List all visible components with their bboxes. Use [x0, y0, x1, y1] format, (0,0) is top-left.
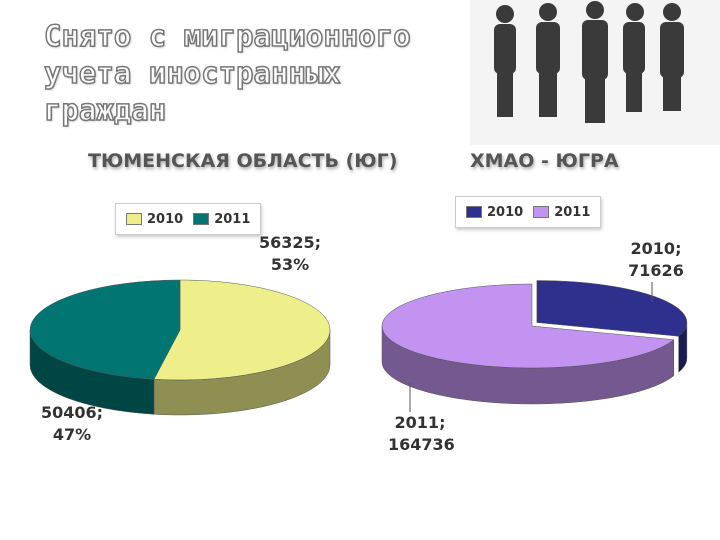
people-decoration [470, 0, 720, 145]
legend: 2010 2011 [115, 203, 262, 235]
legend-item: 2011 [193, 212, 250, 227]
pie-slice [29, 279, 181, 380]
pie-slice [153, 279, 331, 381]
legend-label: 2011 [214, 211, 251, 227]
legend-item: 2010 [126, 212, 183, 227]
chart-title: ТЮМЕНСКАЯ ОБЛАСТЬ (ЮГ) [88, 150, 398, 172]
legend-swatch [193, 213, 210, 225]
legend-item: 2010 [466, 205, 523, 220]
data-label: 2011; 164736 [388, 413, 455, 454]
legend-label: 2010 [487, 204, 524, 220]
pie-slice [381, 283, 675, 369]
legend-swatch [466, 206, 482, 218]
legend-item: 2011 [533, 205, 590, 220]
legend-label: 2010 [147, 211, 184, 227]
legend: 2010 2011 [455, 196, 602, 228]
data-label: 50406; 47% [40, 403, 104, 444]
chart-title: ХМАО - ЮГРА [470, 150, 619, 172]
legend-swatch [126, 213, 142, 225]
slide-title: Снято с миграционного учета иностранных … [43, 18, 411, 128]
legend-label: 2011 [554, 204, 591, 220]
data-label: 56325; 53% [258, 233, 322, 274]
data-label: 2010; 71626 [628, 239, 684, 280]
legend-swatch [533, 206, 550, 218]
pie-slice [536, 280, 688, 337]
